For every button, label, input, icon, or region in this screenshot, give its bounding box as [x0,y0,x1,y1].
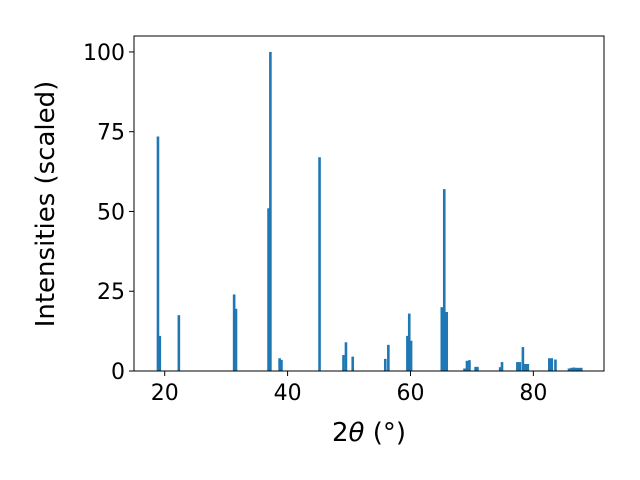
plot-frame [133,35,605,372]
bar [442,189,446,371]
bars-group [156,51,583,371]
bar [383,358,387,371]
y-tick-label: 100 [83,41,125,66]
bar [463,368,466,371]
x-tick-label: 40 [274,381,302,406]
y-tick-label: 50 [97,200,125,225]
bar [572,367,576,371]
bar [234,308,238,371]
bar [524,363,527,371]
bar [445,311,449,371]
bar [280,359,283,371]
bar [465,360,469,371]
bar [407,313,411,371]
bar [387,344,390,371]
bar [500,362,504,371]
x-tick-label: 20 [151,381,179,406]
bar [351,356,355,371]
y-tick-label: 75 [97,121,125,146]
bar [579,367,583,371]
bar [554,359,557,371]
bar [521,347,525,371]
bar [344,342,348,371]
bar [468,360,471,371]
bar [526,363,530,371]
bar [575,367,578,371]
bar [232,294,236,371]
bar [550,358,554,371]
bar [409,340,413,371]
x-axis: 20 40 60 80 [151,371,547,406]
x-axis-label: 2θ (°) [332,418,406,448]
bar [440,307,444,371]
bar [476,366,479,371]
bar [278,358,281,371]
bar [342,355,345,371]
bar [269,51,272,371]
bar [406,335,409,371]
bar [518,362,522,371]
bar [474,366,477,371]
bar [177,315,181,371]
bar [318,157,321,371]
bar [548,358,551,371]
bar [267,208,270,371]
y-axis-label: Intensities (scaled) [31,81,61,328]
bar [156,136,160,371]
bar [158,335,162,371]
bar [516,362,519,371]
bar [570,367,573,371]
y-axis: 0 25 50 75 100 [83,41,134,385]
y-tick-label: 0 [111,360,125,385]
bar [498,367,502,371]
bar [577,367,581,371]
bar [567,368,571,371]
x-tick-label: 80 [519,381,547,406]
y-tick-label: 25 [97,280,125,305]
x-tick-label: 60 [396,381,424,406]
